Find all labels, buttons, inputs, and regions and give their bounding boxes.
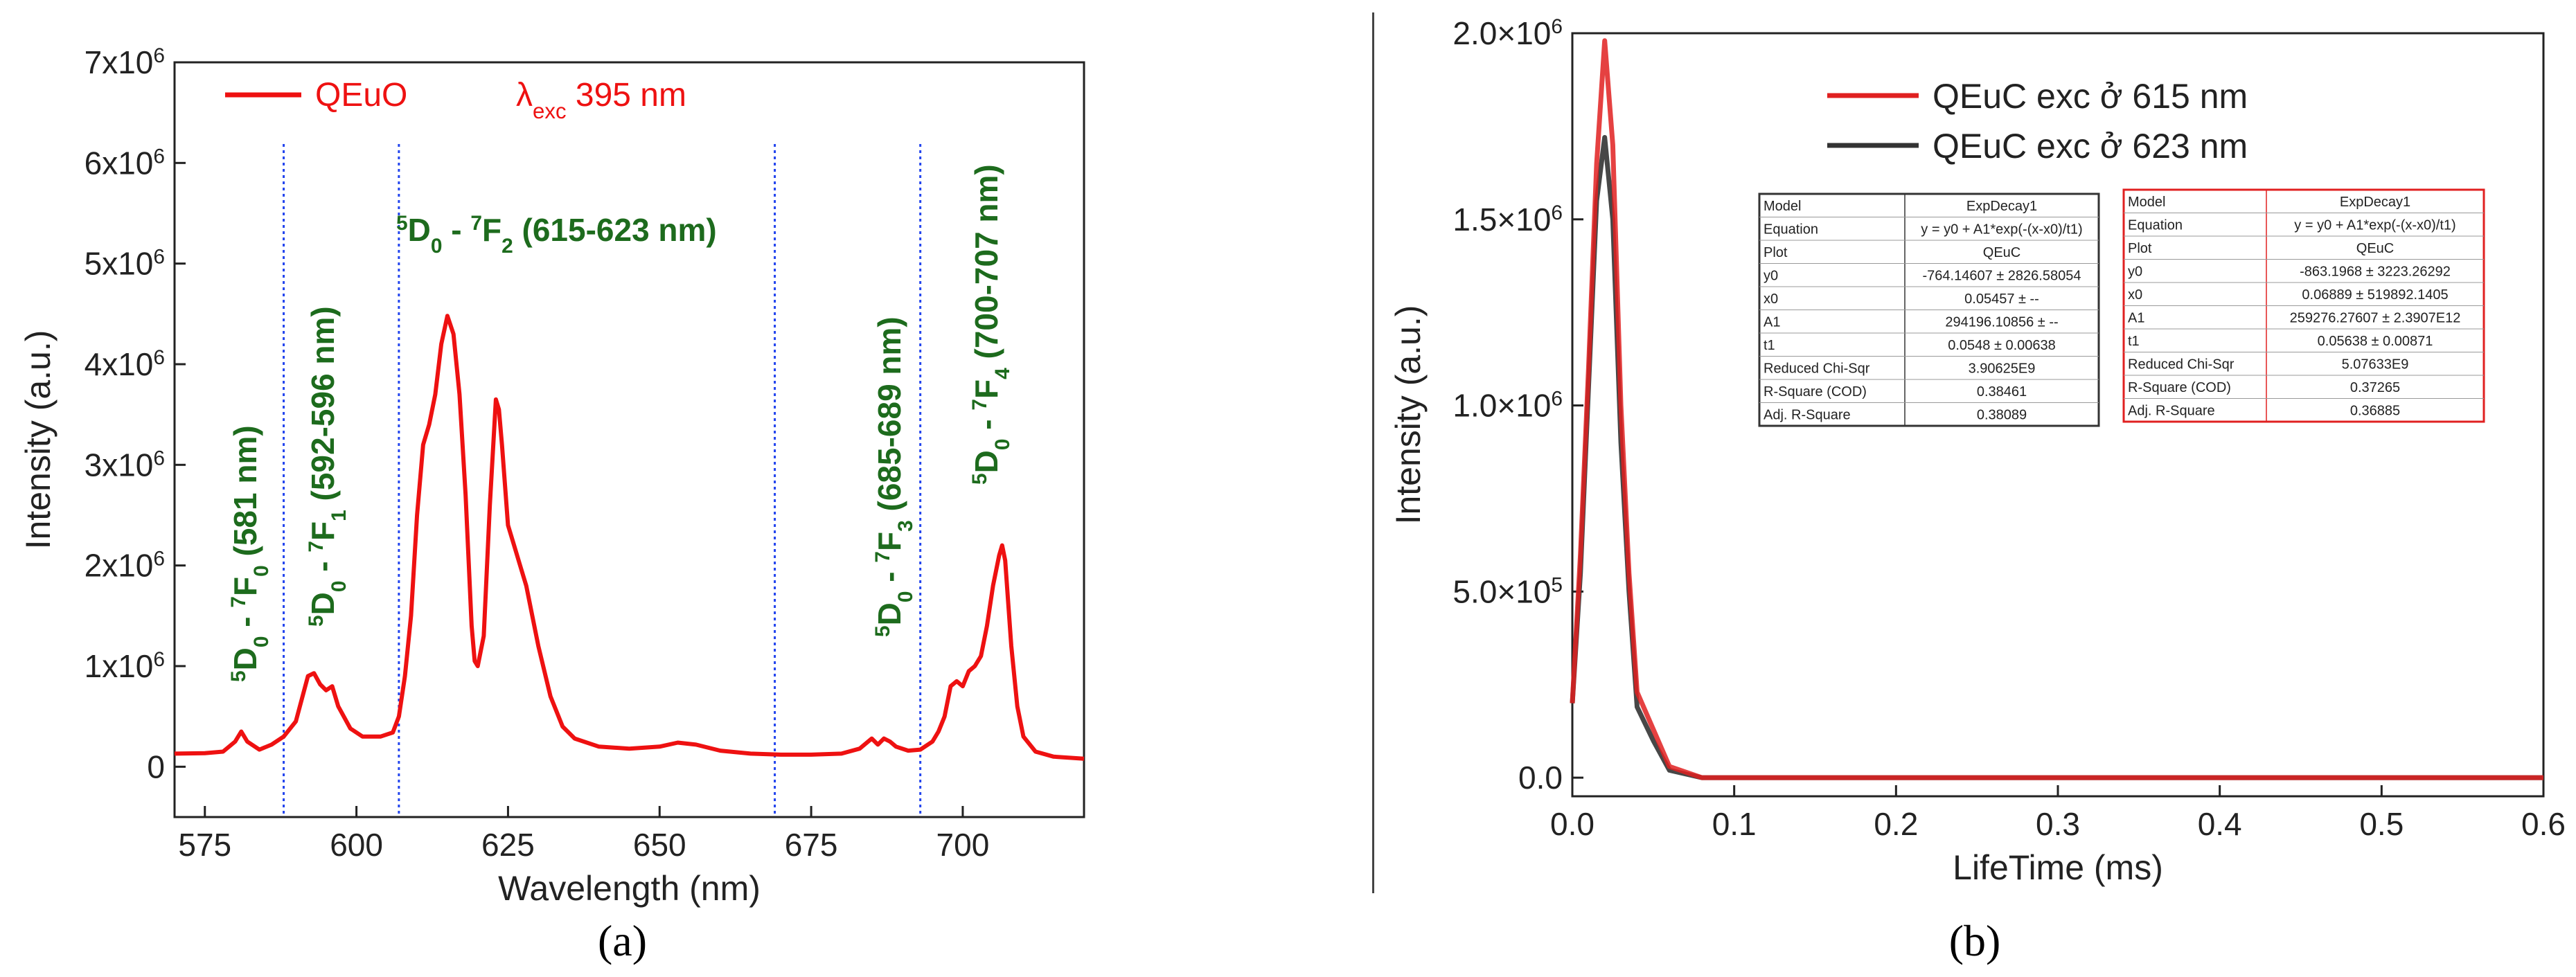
fit-table-exc-615-key: x0 bbox=[2128, 287, 2142, 303]
panel-divider bbox=[1372, 12, 1374, 893]
fit-table-exc-615-value: 0.37265 bbox=[2350, 380, 2400, 395]
y-tick-label: 3x106 bbox=[85, 447, 165, 483]
panel-a-chart: 575 600 625 650 675 700 0 1x106 2x106 3x106 4x106 5… bbox=[19, 44, 1085, 965]
fit-table-exc-623-key: R-Square (COD) bbox=[1764, 384, 1867, 400]
fit-table-exc-615-value: 0.05638 ± 0.00871 bbox=[2318, 334, 2433, 349]
y-tick-label: 5.0×105 bbox=[1453, 573, 1563, 610]
legend-label-exc-615: QEuC exc ở 615 nm bbox=[1933, 77, 2248, 116]
x-tick-label: 600 bbox=[330, 827, 383, 863]
x-tick-label: 0.3 bbox=[2036, 806, 2080, 842]
y-tick-label: 5x106 bbox=[85, 245, 165, 282]
fit-table-exc-615-key: A1 bbox=[2128, 311, 2144, 326]
y-tick-label: 4x106 bbox=[85, 346, 165, 383]
fit-table-exc-615-value: -863.1968 ± 3223.26292 bbox=[2300, 265, 2451, 280]
panel-b-chart: 0.0 0.1 0.2 0.3 0.4 0.5 0.6 0.0 5.0×105 1.0×106 1.… bbox=[1389, 15, 2566, 966]
fit-table-exc-623-key: Model bbox=[1764, 199, 1801, 214]
x-tick-label: 625 bbox=[481, 827, 535, 863]
fit-table-exc-615-key: Reduced Chi-Sqr bbox=[2128, 357, 2235, 373]
fit-table-exc-623-value: 0.05457 ± -- bbox=[1964, 292, 2039, 307]
x-tick-label: 650 bbox=[633, 827, 686, 863]
fit-table-exc-623-value: 0.38089 bbox=[1977, 408, 2027, 423]
fit-table-exc-623-value: 294196.10856 ± -- bbox=[1945, 315, 2058, 330]
fit-table-exc-615-key: t1 bbox=[2128, 334, 2140, 349]
annotation-7f0: 5D0 - 7F0 (581 nm) bbox=[227, 425, 273, 682]
fit-table-exc-615-value: 0.06889 ± 519892.1405 bbox=[2302, 287, 2448, 303]
y-tick-label: 0 bbox=[147, 749, 165, 785]
fit-table-exc-615-value: 0.36885 bbox=[2350, 404, 2400, 419]
x-tick-label: 0.2 bbox=[1874, 806, 1918, 842]
fit-table-exc-615-key: Plot bbox=[2128, 241, 2152, 256]
fit-table-exc-623-key: Reduced Chi-Sqr bbox=[1764, 361, 1870, 377]
fit-table-exc-615-key: Equation bbox=[2128, 218, 2183, 233]
fit-table-exc-623-value: ExpDecay1 bbox=[1966, 199, 2037, 214]
y-tick-label: 1.0×106 bbox=[1453, 387, 1563, 424]
annotation-7f1: 5D0 - 7F1 (592-596 nm) bbox=[305, 306, 350, 627]
fit-table-exc-623-value: y = y0 + A1*exp(-(x-x0)/t1) bbox=[1921, 222, 2082, 237]
fit-table-exc-623-value: 0.0548 ± 0.00638 bbox=[1948, 338, 2056, 353]
x-tick-label: 0.5 bbox=[2359, 806, 2404, 842]
fit-table-exc-623-key: A1 bbox=[1764, 315, 1780, 330]
fit-table-exc-623-value: -764.14607 ± 2826.58054 bbox=[1923, 269, 2081, 284]
fit-table-exc-615-key: Adj. R-Square bbox=[2128, 404, 2215, 419]
y-axis-label: Intensity (a.u.) bbox=[1389, 305, 1428, 525]
y-tick-label: 0.0 bbox=[1518, 760, 1563, 796]
fit-table-exc-623-key: y0 bbox=[1764, 269, 1778, 284]
annotation-7f3: 5D0 - 7F3 (685-689 nm) bbox=[871, 316, 917, 637]
x-tick-label: 675 bbox=[785, 827, 838, 863]
y-axis-label: Intensity (a.u.) bbox=[19, 330, 57, 550]
panel-label-a: (a) bbox=[598, 916, 647, 965]
fit-table-exc-623-key: x0 bbox=[1764, 292, 1778, 307]
fit-table-exc-623-value: 0.38461 bbox=[1977, 384, 2027, 400]
fit-table-exc-615-key: Model bbox=[2128, 195, 2165, 210]
x-tick-label: 0.0 bbox=[1550, 806, 1595, 842]
panel-label-b: (b) bbox=[1949, 916, 2001, 965]
x-axis-label: LifeTime (ms) bbox=[1953, 848, 2163, 887]
y-tick-label: 2.0×106 bbox=[1453, 15, 1563, 52]
fit-table-exc-623-key: Adj. R-Square bbox=[1764, 408, 1851, 423]
plot-frame bbox=[173, 61, 1085, 818]
annotation-7f4: 5D0 - 7F4 (700-707 nm) bbox=[968, 164, 1014, 485]
y-tick-label: 2x106 bbox=[85, 547, 165, 584]
fit-table-exc-623-key: Plot bbox=[1764, 245, 1788, 260]
x-tick-label: 0.4 bbox=[2198, 806, 2242, 842]
fit-table-exc-615-key: y0 bbox=[2128, 265, 2142, 280]
series-line-qeuo bbox=[174, 314, 1085, 761]
x-tick-label: 700 bbox=[936, 827, 990, 863]
fit-table-exc-623-value: QEuC bbox=[1983, 245, 2020, 260]
fit-table-exc-623-value: 3.90625E9 bbox=[1969, 361, 2036, 377]
fit-table-exc-615-value: y = y0 + A1*exp(-(x-x0)/t1) bbox=[2294, 218, 2455, 233]
fit-table-exc-615-value: ExpDecay1 bbox=[2340, 195, 2410, 210]
fit-table-exc-615-key: R-Square (COD) bbox=[2128, 380, 2231, 395]
annotation-7f2: 5D0 - 7F2 (615-623 nm) bbox=[396, 212, 717, 258]
legend-label-exc-623: QEuC exc ở 623 nm bbox=[1933, 127, 2248, 165]
x-axis-label: Wavelength (nm) bbox=[498, 869, 761, 908]
y-tick-label: 1x106 bbox=[85, 648, 165, 685]
fit-table-exc-615-value: 5.07633E9 bbox=[2342, 357, 2409, 373]
y-tick-label: 7x106 bbox=[85, 44, 165, 81]
legend-excitation: λexc 395 nm bbox=[516, 77, 686, 123]
fit-table-exc-615-value: 259276.27607 ± 2.3907E12 bbox=[2290, 311, 2461, 326]
y-tick-label: 6x106 bbox=[85, 145, 165, 181]
fit-table-exc-623-key: t1 bbox=[1764, 338, 1775, 353]
fit-table-exc-623-key: Equation bbox=[1764, 222, 1818, 237]
legend-label-qeuo: QEuO bbox=[315, 77, 407, 114]
x-tick-label: 0.1 bbox=[1712, 806, 1757, 842]
series-line-exc-615 bbox=[1570, 38, 2543, 780]
fit-table-exc-615-value: QEuC bbox=[2356, 241, 2394, 256]
x-tick-label: 575 bbox=[178, 827, 231, 863]
x-tick-label: 0.6 bbox=[2521, 806, 2566, 842]
y-tick-label: 1.5×106 bbox=[1453, 201, 1563, 237]
